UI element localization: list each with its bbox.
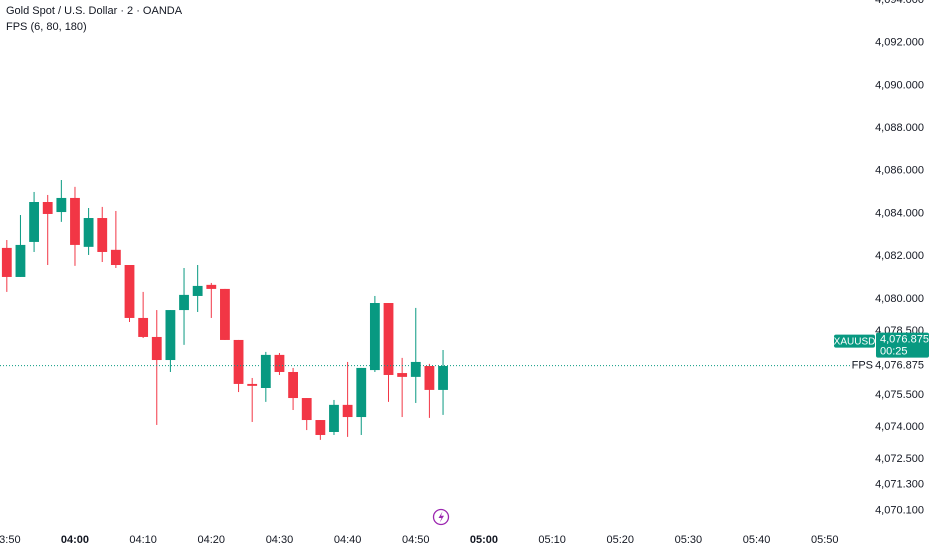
y-tick-label: 4,082.000 <box>875 250 924 262</box>
indicator-label: FPS (6, 80, 180) <box>6 21 87 33</box>
x-tick-label: 05:10 <box>538 534 566 546</box>
candle-body <box>342 404 353 418</box>
y-tick-label: 4,086.000 <box>875 165 924 177</box>
candle-body <box>70 197 80 245</box>
x-tick-label: 04:00 <box>61 534 89 546</box>
candle-body <box>151 336 162 361</box>
candle-body <box>206 284 217 289</box>
candle-body <box>301 398 312 421</box>
x-tick-label: 04:20 <box>198 534 226 546</box>
candle-body <box>369 303 380 371</box>
candle-body <box>29 202 39 242</box>
x-tick-label: 04:40 <box>334 534 362 546</box>
x-tick-label: 05:20 <box>606 534 634 546</box>
y-tick-label: 4,075.500 <box>875 389 924 401</box>
indicator-tag: FPS <box>852 360 873 372</box>
candle-body <box>165 310 176 361</box>
candle-body <box>315 420 326 435</box>
countdown: 00:25 <box>880 346 908 358</box>
replay-icon[interactable] <box>432 508 450 526</box>
candle-body <box>424 366 435 390</box>
candle-body <box>233 339 244 384</box>
indicator-value: 4,076.875 <box>875 360 924 372</box>
chart-title: Gold Spot / U.S. Dollar · 2 · OANDA <box>6 5 183 17</box>
y-tick-label: 4,088.000 <box>875 122 924 134</box>
y-tick-label: 4,072.500 <box>875 453 924 465</box>
candle-body <box>42 202 53 214</box>
candle-body <box>383 303 394 375</box>
candle-body <box>138 317 149 337</box>
candle-body <box>110 249 121 265</box>
candle-body <box>124 265 135 318</box>
y-tick-label: 4,071.300 <box>875 479 924 491</box>
x-tick-label: 04:50 <box>402 534 430 546</box>
candle-body <box>179 294 189 311</box>
candle-body <box>56 197 67 213</box>
candle-body <box>1 247 12 277</box>
y-tick-label: 4,070.100 <box>875 504 924 516</box>
y-tick-label: 4,090.000 <box>875 79 924 91</box>
x-tick-label: 05:00 <box>470 534 498 546</box>
x-tick-label: 04:10 <box>129 534 157 546</box>
candle-body <box>274 354 285 372</box>
candle-body <box>410 361 421 377</box>
candle-body <box>288 371 298 399</box>
candle-body <box>260 354 271 388</box>
x-tick-label: 03:50 <box>0 534 21 546</box>
candle-body <box>192 285 203 296</box>
candle-body <box>97 218 108 252</box>
y-tick-label: 4,080.000 <box>875 293 924 305</box>
candle-body <box>438 366 448 390</box>
candle-body <box>397 373 408 377</box>
last-price-label: 4,076.875 <box>880 334 929 346</box>
candle-body <box>329 404 339 432</box>
x-tick-label: 05:30 <box>675 534 703 546</box>
candle-body <box>83 218 94 247</box>
last-price-box <box>876 332 929 358</box>
y-tick-label: 4,074.000 <box>875 421 924 433</box>
candle-body <box>247 383 258 386</box>
candle-body <box>15 244 26 277</box>
y-tick-label: 4,084.000 <box>875 207 924 219</box>
y-tick-label: 4,094.000 <box>875 0 924 6</box>
symbol-tag-bg <box>834 334 875 348</box>
x-tick-label: 05:40 <box>743 534 771 546</box>
candle-body <box>356 367 367 418</box>
symbol-tag: XAUUSD <box>834 336 876 347</box>
x-tick-label: 05:50 <box>811 534 839 546</box>
y-tick-label: 4,092.000 <box>875 37 924 49</box>
x-tick-label: 04:30 <box>266 534 294 546</box>
candle-body <box>220 288 230 340</box>
